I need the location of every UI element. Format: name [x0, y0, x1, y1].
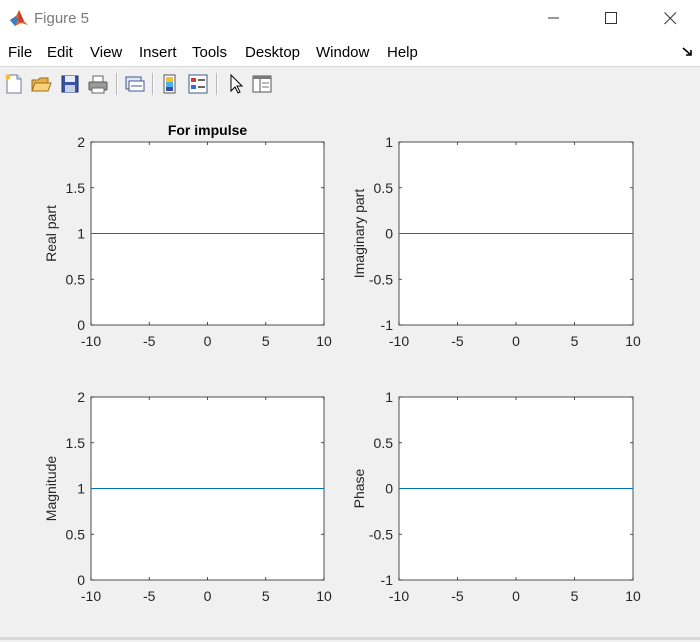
close-button[interactable]	[642, 0, 698, 36]
y-tick-label: 2	[77, 134, 85, 150]
subplot-3: -10 -5 0 5 10 0 0.5 1 1.5 2 Magnitude	[43, 389, 332, 604]
x-tick-label: 5	[262, 588, 270, 604]
save-button[interactable]	[58, 72, 82, 96]
subplot-title: For impulse	[168, 122, 248, 138]
y-tick-label: 1	[385, 389, 393, 405]
menu-view[interactable]: View	[90, 44, 123, 61]
menu-bar: File Edit View Insert Tools Desktop Wind…	[0, 38, 700, 66]
x-tick-label: -5	[143, 333, 156, 349]
y-tick-label: 0	[77, 317, 85, 333]
window-bottom-edge	[0, 637, 700, 640]
legend-button[interactable]	[186, 72, 210, 96]
y-tick-label: 1	[77, 481, 85, 497]
colorbar-icon	[163, 74, 176, 94]
subplot-2: -10 -5 0 5 10 -1 -0.5 0 0.5 1 Imaginary part	[351, 134, 641, 349]
x-tick-label: 0	[512, 588, 520, 604]
x-tick-label: 5	[571, 333, 579, 349]
new-figure-icon	[5, 74, 22, 94]
property-inspector-button[interactable]	[250, 72, 274, 96]
y-axis-label: Real part	[43, 205, 59, 262]
x-tick-label: 10	[316, 588, 332, 604]
y-tick-label: 2	[77, 389, 85, 405]
toolbar-separator	[216, 73, 218, 95]
x-tick-label: 10	[316, 333, 332, 349]
x-tick-label: -10	[81, 333, 101, 349]
x-tick-label: -10	[389, 588, 409, 604]
y-tick-label: 1.5	[66, 180, 86, 196]
title-bar[interactable]: Figure 5	[0, 0, 700, 38]
menu-desktop[interactable]: Desktop	[245, 44, 301, 61]
colorbar-button[interactable]	[158, 72, 182, 96]
subplot-4: -10 -5 0 5 10 -1 -0.5 0 0.5 1 Phase	[351, 389, 641, 604]
matlab-logo-icon	[9, 8, 29, 28]
figure-canvas: -10 -5 0 5 10 0 0.5 1 1.5 2 Real part For impulse -1…	[0, 101, 700, 637]
y-tick-label: 0.5	[374, 435, 394, 451]
y-tick-label: -1	[381, 317, 394, 333]
subplot-1: -10 -5 0 5 10 0 0.5 1 1.5 2 Real part For impulse	[43, 122, 332, 349]
y-tick-label: 0.5	[374, 180, 394, 196]
x-tick-label: 0	[512, 333, 520, 349]
y-axis-label: Magnitude	[43, 456, 59, 522]
toolbar-separator	[116, 73, 118, 95]
menu-help[interactable]: Help	[387, 44, 418, 61]
menu-window[interactable]: Window	[316, 44, 370, 61]
x-tick-label: 0	[204, 588, 212, 604]
print-button[interactable]	[86, 72, 110, 96]
property-inspector-icon	[252, 75, 272, 93]
x-tick-label: -10	[389, 333, 409, 349]
minimize-icon	[548, 17, 559, 19]
y-tick-label: -0.5	[369, 526, 393, 542]
menu-tools[interactable]: Tools	[192, 44, 228, 61]
x-tick-label: -5	[143, 588, 156, 604]
maximize-button[interactable]	[583, 0, 639, 36]
y-tick-label: 1	[385, 134, 393, 150]
print-icon	[88, 75, 108, 94]
menu-edit[interactable]: Edit	[47, 44, 73, 61]
x-tick-label: 5	[262, 333, 270, 349]
toolbar-separator	[152, 73, 154, 95]
open-file-button[interactable]	[29, 72, 53, 96]
y-tick-label: 1	[77, 226, 85, 242]
x-tick-label: -10	[81, 588, 101, 604]
menu-insert[interactable]: Insert	[139, 44, 177, 61]
x-tick-label: 10	[625, 588, 641, 604]
link-plot-icon	[125, 76, 145, 92]
legend-icon	[188, 74, 208, 94]
y-tick-label: 0	[77, 572, 85, 588]
x-tick-label: 10	[625, 333, 641, 349]
y-tick-label: 0.5	[66, 271, 86, 287]
y-tick-label: -0.5	[369, 271, 393, 287]
dock-arrow-icon[interactable]	[682, 45, 694, 63]
figure-toolbar	[0, 66, 700, 102]
y-tick-label: 0	[385, 226, 393, 242]
y-tick-label: 0.5	[66, 526, 86, 542]
open-file-icon	[31, 77, 52, 92]
y-axis-label: Phase	[351, 468, 367, 508]
window-title: Figure 5	[34, 10, 90, 27]
close-icon	[663, 11, 676, 24]
x-tick-label: 0	[204, 333, 212, 349]
maximize-icon	[604, 11, 617, 24]
x-tick-label: -5	[451, 588, 464, 604]
y-tick-label: 1.5	[66, 435, 86, 451]
y-axis-label: Imaginary part	[351, 189, 367, 279]
menu-file[interactable]: File	[8, 44, 33, 61]
y-tick-label: -1	[381, 572, 394, 588]
y-tick-label: 0	[385, 481, 393, 497]
pointer-icon	[230, 73, 244, 94]
new-figure-button[interactable]	[2, 72, 26, 96]
pointer-button[interactable]	[223, 72, 247, 96]
minimize-button[interactable]	[526, 0, 582, 36]
save-icon	[61, 75, 79, 93]
x-tick-label: -5	[451, 333, 464, 349]
link-plot-button[interactable]	[122, 72, 146, 96]
x-tick-label: 5	[571, 588, 579, 604]
